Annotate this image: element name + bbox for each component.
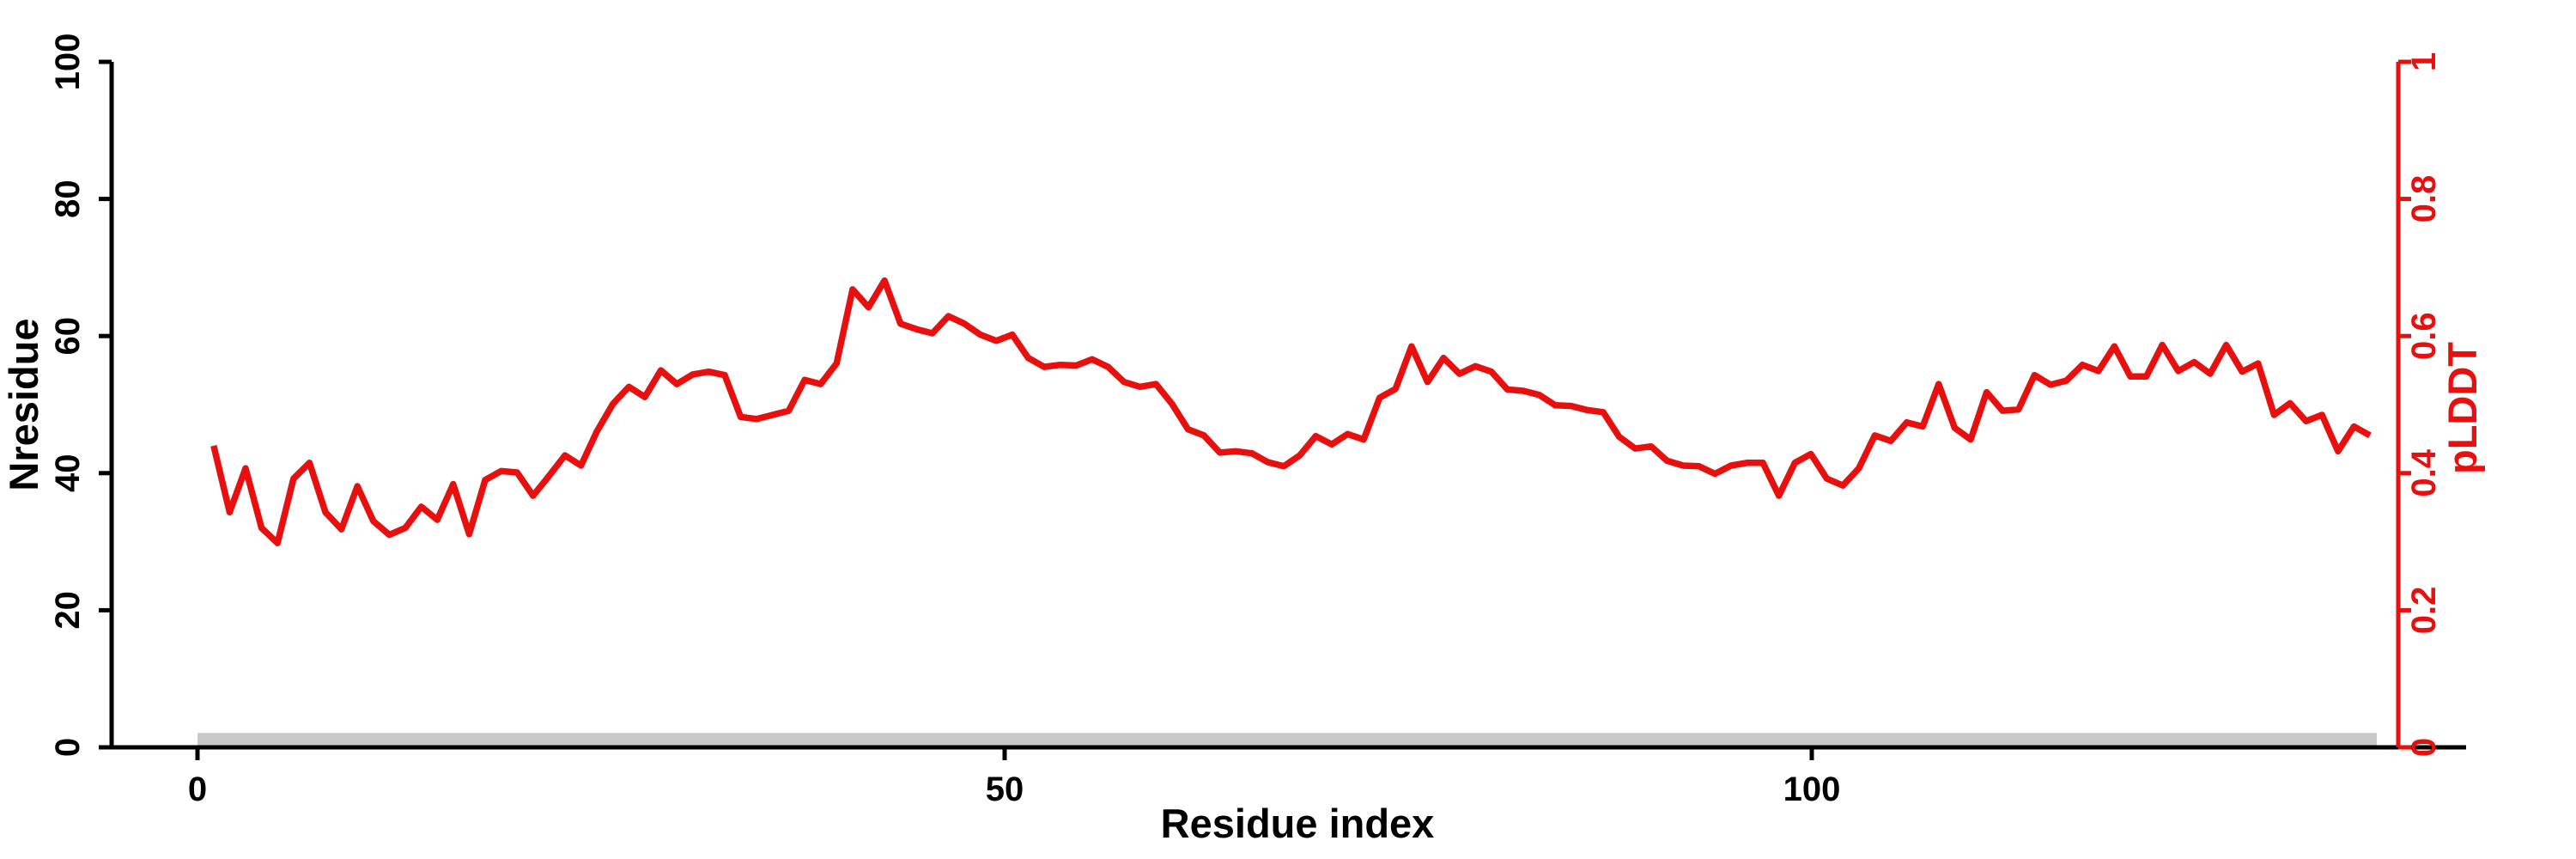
plddt-line xyxy=(210,277,2372,546)
right-tick-label: 0.6 xyxy=(2405,312,2443,360)
left-tick-label: 80 xyxy=(49,180,87,218)
annotation-bar xyxy=(197,733,2377,746)
left-tick-label: 40 xyxy=(49,454,87,493)
left-tick-label: 100 xyxy=(49,34,87,91)
right-tick-label: 0.8 xyxy=(2405,175,2443,223)
right-tick-label: 1 xyxy=(2405,52,2443,71)
x-axis-title: Residue index xyxy=(1161,801,1435,846)
left-tick-label: 20 xyxy=(49,591,87,630)
right-axis-title: pLDDT xyxy=(2439,342,2485,474)
chart-dynamic-layer: 0 20 40 60 80 100 0 50 100 0 0.2 0.4 0.6 0.8 1 xyxy=(49,34,2466,808)
x-tick-label: 50 xyxy=(986,771,1024,808)
right-tick-label: 0.2 xyxy=(2405,587,2443,635)
left-axis-title: Nresidue xyxy=(1,318,46,490)
right-tick-label: 0 xyxy=(2405,738,2443,757)
x-tick-label: 100 xyxy=(1783,771,1841,808)
left-tick-label: 0 xyxy=(49,738,87,757)
left-tick-label: 60 xyxy=(49,317,87,356)
right-tick-label: 0.4 xyxy=(2405,448,2443,497)
x-tick-label: 0 xyxy=(188,771,207,808)
left-and-bottom-axis-line xyxy=(109,62,2466,750)
